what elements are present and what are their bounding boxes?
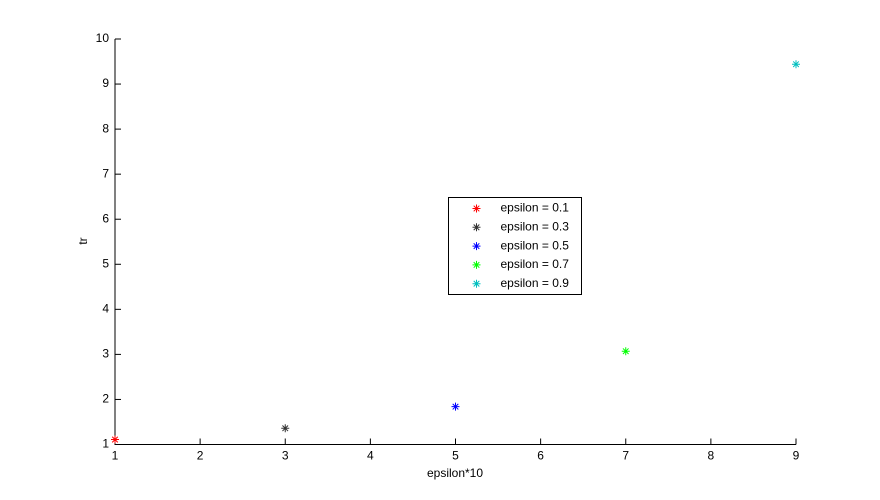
y-tick-label: 3 xyxy=(102,347,109,361)
legend-marker xyxy=(472,279,481,288)
y-tick-label: 9 xyxy=(102,76,109,90)
x-tick-label: 7 xyxy=(622,449,629,463)
x-tick-label: 4 xyxy=(367,449,374,463)
data-point xyxy=(792,60,800,69)
y-tick-label: 8 xyxy=(102,121,109,135)
y-tick-label: 4 xyxy=(102,302,109,316)
data-point xyxy=(111,435,119,444)
legend-label: epsilon = 0.9 xyxy=(501,276,570,290)
data-point xyxy=(451,402,460,411)
x-tick-label: 3 xyxy=(282,449,289,463)
x-tick-label: 5 xyxy=(452,449,459,463)
legend-label: epsilon = 0.7 xyxy=(501,257,570,271)
legend-marker xyxy=(472,223,481,232)
x-tick-label: 2 xyxy=(197,449,204,463)
x-tick-label: 1 xyxy=(112,449,119,463)
data-point xyxy=(281,424,290,433)
legend-label: epsilon = 0.5 xyxy=(501,238,570,252)
y-tick-label: 6 xyxy=(102,211,109,225)
y-tick-label: 10 xyxy=(96,31,110,45)
y-tick-label: 7 xyxy=(102,166,109,180)
legend-marker xyxy=(472,242,481,251)
x-axis-label: epsilon*10 xyxy=(427,466,483,480)
y-axis-label: tr xyxy=(76,237,90,244)
legend-label: epsilon = 0.1 xyxy=(501,201,570,215)
legend-marker xyxy=(472,204,481,213)
x-tick-label: 9 xyxy=(793,449,800,463)
x-tick-label: 8 xyxy=(708,449,715,463)
x-tick-label: 6 xyxy=(537,449,544,463)
legend-label: epsilon = 0.3 xyxy=(501,219,570,233)
legend-marker xyxy=(472,260,481,269)
y-tick-label: 2 xyxy=(102,392,109,406)
data-point xyxy=(621,347,630,356)
legend-box xyxy=(448,197,582,295)
y-tick-label: 5 xyxy=(102,256,109,270)
y-tick-label: 1 xyxy=(102,437,109,451)
